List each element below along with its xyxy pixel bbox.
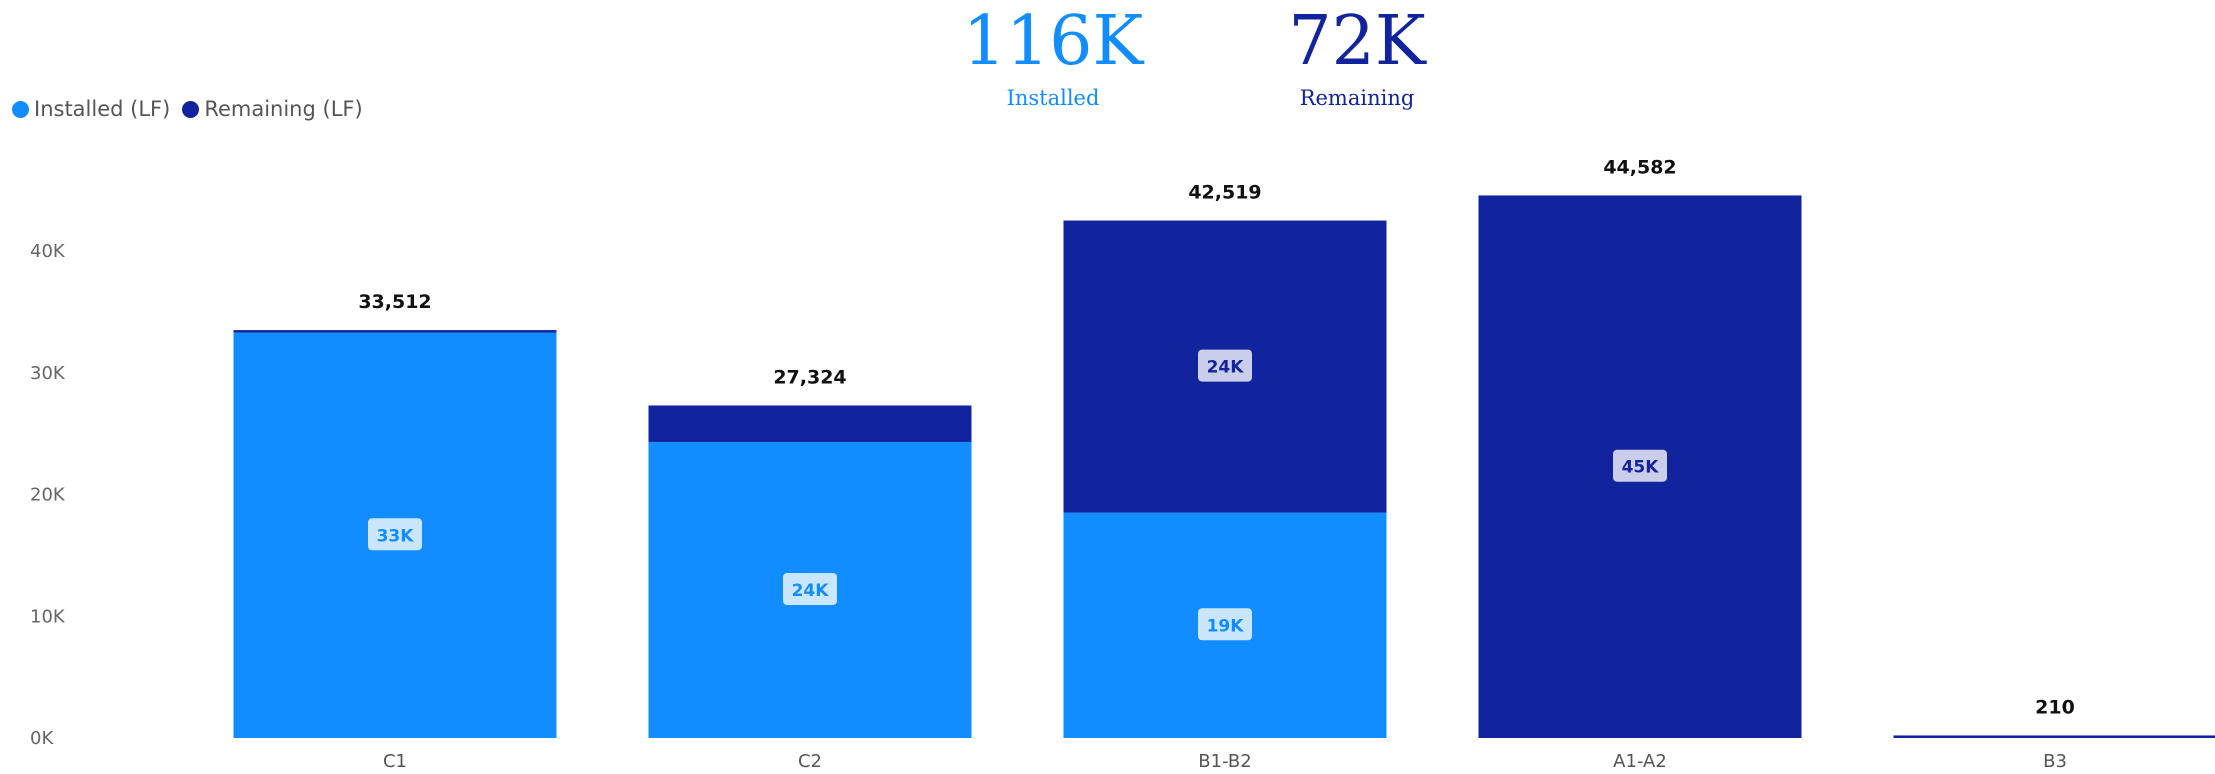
kpi-remaining-value: 72K [1288,2,1426,81]
total-label: 42,519 [1188,182,1261,204]
kpi-remaining: 72K Remaining [1227,0,1487,112]
x-tick-label: A1-A2 [1613,751,1667,772]
chart-legend: Installed (LF) Remaining (LF) [12,97,375,121]
data-label-background [783,572,837,605]
x-tick-label: B3 [2043,751,2067,772]
data-label: 24K [1207,358,1245,378]
data-label-background [1198,349,1252,382]
data-label-background [368,518,422,551]
legend-label-installed: Installed (LF) [34,97,171,121]
bar-segment [648,405,972,442]
legend-label-remaining: Remaining (LF) [204,97,363,121]
data-label: 45K [1622,458,1660,478]
legend-item-installed[interactable]: Installed (LF) [12,97,170,121]
total-label: 210 [2035,696,2075,718]
kpi-installed-label: Installed [1006,86,1100,110]
bar-segment [233,330,557,333]
data-label-background [1613,449,1667,482]
total-label: 44,582 [1603,156,1676,178]
x-tick-label: C2 [798,751,822,772]
x-tick-label: C1 [383,751,407,772]
legend-dot-installed [12,100,29,118]
y-tick-label: 10K [30,606,66,627]
legend-dot-remaining [182,100,200,118]
x-tick-label: B1-B2 [1198,751,1251,772]
data-label: 33K [377,526,415,546]
data-label-background [1198,608,1252,641]
kpi-remaining-label: Remaining [1299,86,1415,110]
data-label: 19K [1207,616,1245,636]
y-tick-label: 30K [30,363,66,384]
kpi-installed-value: 116K [962,2,1144,81]
data-label: 24K [792,581,830,601]
y-tick-label: 40K [30,241,66,262]
y-tick-label: 0K [30,728,54,749]
total-label: 27,324 [773,366,846,388]
kpi-installed: 116K Installed [923,0,1183,112]
total-label: 33,512 [358,291,431,313]
bar-segment [1893,735,2215,738]
y-tick-label: 20K [30,485,66,506]
legend-item-remaining[interactable]: Remaining (LF) [182,97,363,121]
